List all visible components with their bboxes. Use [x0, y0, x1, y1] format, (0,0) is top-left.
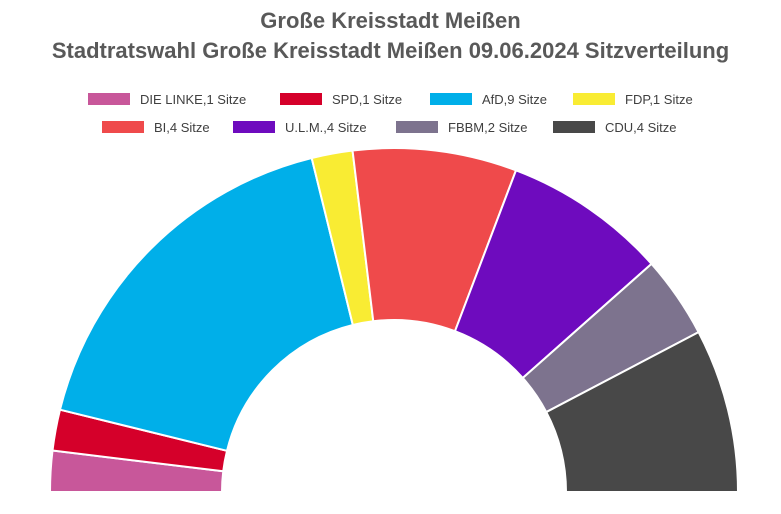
- legend-item-fdp: FDP,1 Sitze: [573, 90, 693, 108]
- legend-item-afd: AfD,9 Sitze: [430, 90, 547, 108]
- chart-subtitle: Stadtratswahl Große Kreisstadt Meißen 09…: [51, 38, 730, 63]
- legend-swatch-bi: [102, 121, 144, 133]
- legend-label-spd: SPD,1 Sitze: [332, 91, 403, 107]
- legend-swatch-spd: [280, 93, 322, 105]
- legend-label-die-linke: DIE LINKE,1 Sitze: [140, 91, 247, 107]
- legend-label-fbbm: FBBM,2 Sitze: [448, 119, 528, 135]
- legend-item-ulm: U.L.M.,4 Sitze: [233, 118, 367, 136]
- legend-label-fdp: FDP,1 Sitze: [625, 91, 693, 107]
- legend-item-die-linke: DIE LINKE,1 Sitze: [88, 90, 246, 108]
- legend-item-fbbm: FBBM,2 Sitze: [396, 118, 527, 136]
- legend-item-spd: SPD,1 Sitze: [280, 90, 402, 108]
- legend-item-cdu: CDU,4 Sitze: [553, 118, 677, 136]
- legend-label-cdu: CDU,4 Sitze: [605, 119, 677, 135]
- chart-title: Große Kreisstadt Meißen: [260, 8, 521, 33]
- legend-swatch-ulm: [233, 121, 275, 133]
- slice-afd: [58, 156, 355, 453]
- legend-swatch-cdu: [553, 121, 595, 133]
- slice-cdu: [544, 330, 740, 493]
- legend-swatch-die-linke: [88, 93, 130, 105]
- legend-swatch-fdp: [573, 93, 615, 105]
- legend-label-bi: BI,4 Sitze: [154, 119, 210, 135]
- legend-swatch-fbbm: [396, 121, 438, 133]
- legend-label-ulm: U.L.M.,4 Sitze: [285, 119, 367, 135]
- legend-swatch-afd: [430, 93, 472, 105]
- legend-item-bi: BI,4 Sitze: [102, 118, 210, 136]
- legend-label-afd: AfD,9 Sitze: [482, 91, 548, 107]
